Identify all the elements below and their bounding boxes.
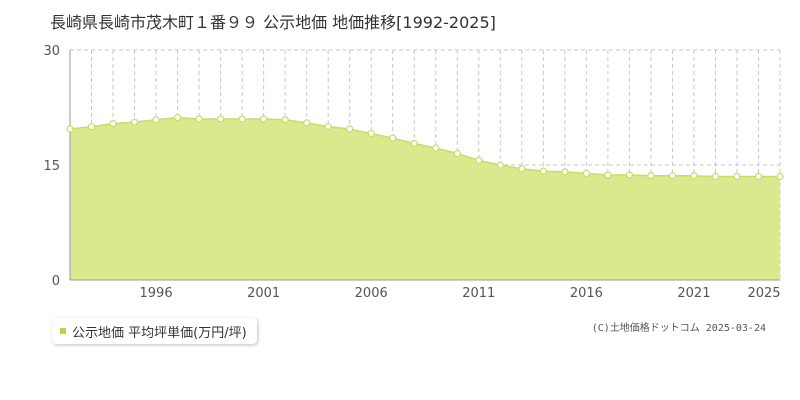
data-point [109, 119, 117, 128]
data-point [518, 165, 526, 173]
x-tick-label: 2011 [462, 286, 495, 301]
data-point [217, 115, 225, 123]
y-tick-label: 30 [43, 44, 60, 59]
data-point [604, 171, 612, 179]
data-point [625, 171, 633, 179]
x-tick-label: 2025 [747, 286, 780, 301]
data-point [582, 169, 590, 178]
series-line [69, 116, 780, 178]
legend-label: 公示地価 平均坪単価(万円/坪) [72, 325, 247, 341]
data-point [410, 139, 418, 148]
data-point [647, 172, 655, 180]
x-tick-label: 2016 [570, 286, 603, 301]
data-point [561, 168, 569, 176]
chart-title: 長崎県長崎市茂木町１番９９ 公示地価 地価推移[1992-2025] [50, 13, 496, 32]
x-tick-label: 1996 [140, 286, 173, 301]
data-point [733, 172, 741, 181]
data-point [690, 172, 698, 180]
data-point [324, 123, 332, 131]
data-point [303, 119, 311, 127]
data-point [152, 116, 160, 124]
data-point [260, 115, 268, 123]
y-tick-label: 0 [52, 274, 60, 289]
x-tick-label: 2021 [677, 286, 710, 301]
series-area [70, 117, 780, 280]
y-tick-label: 15 [43, 159, 60, 174]
data-point [453, 149, 461, 158]
data-point [496, 161, 504, 169]
data-point [66, 125, 74, 133]
data-point [389, 134, 397, 142]
x-tick-label: 2006 [355, 286, 388, 301]
data-point [238, 115, 246, 123]
data-point [432, 144, 440, 152]
data-point [346, 125, 354, 133]
data-point [195, 115, 203, 123]
data-point [776, 172, 784, 181]
legend-swatch [60, 328, 66, 334]
data-point [87, 123, 96, 131]
data-point [668, 172, 677, 180]
data-point [475, 156, 483, 164]
data-point [754, 172, 763, 181]
data-point [711, 172, 720, 181]
x-tick-label: 2001 [247, 286, 280, 301]
copyright-credit: (C)土地価格ドットコム 2025-03-24 [591, 323, 766, 334]
data-point [539, 167, 547, 175]
data-point [130, 118, 139, 126]
data-point [173, 113, 182, 122]
legend: 公示地価 平均坪単価(万円/坪) [52, 318, 257, 344]
data-point [281, 116, 289, 124]
data-point [367, 129, 375, 138]
